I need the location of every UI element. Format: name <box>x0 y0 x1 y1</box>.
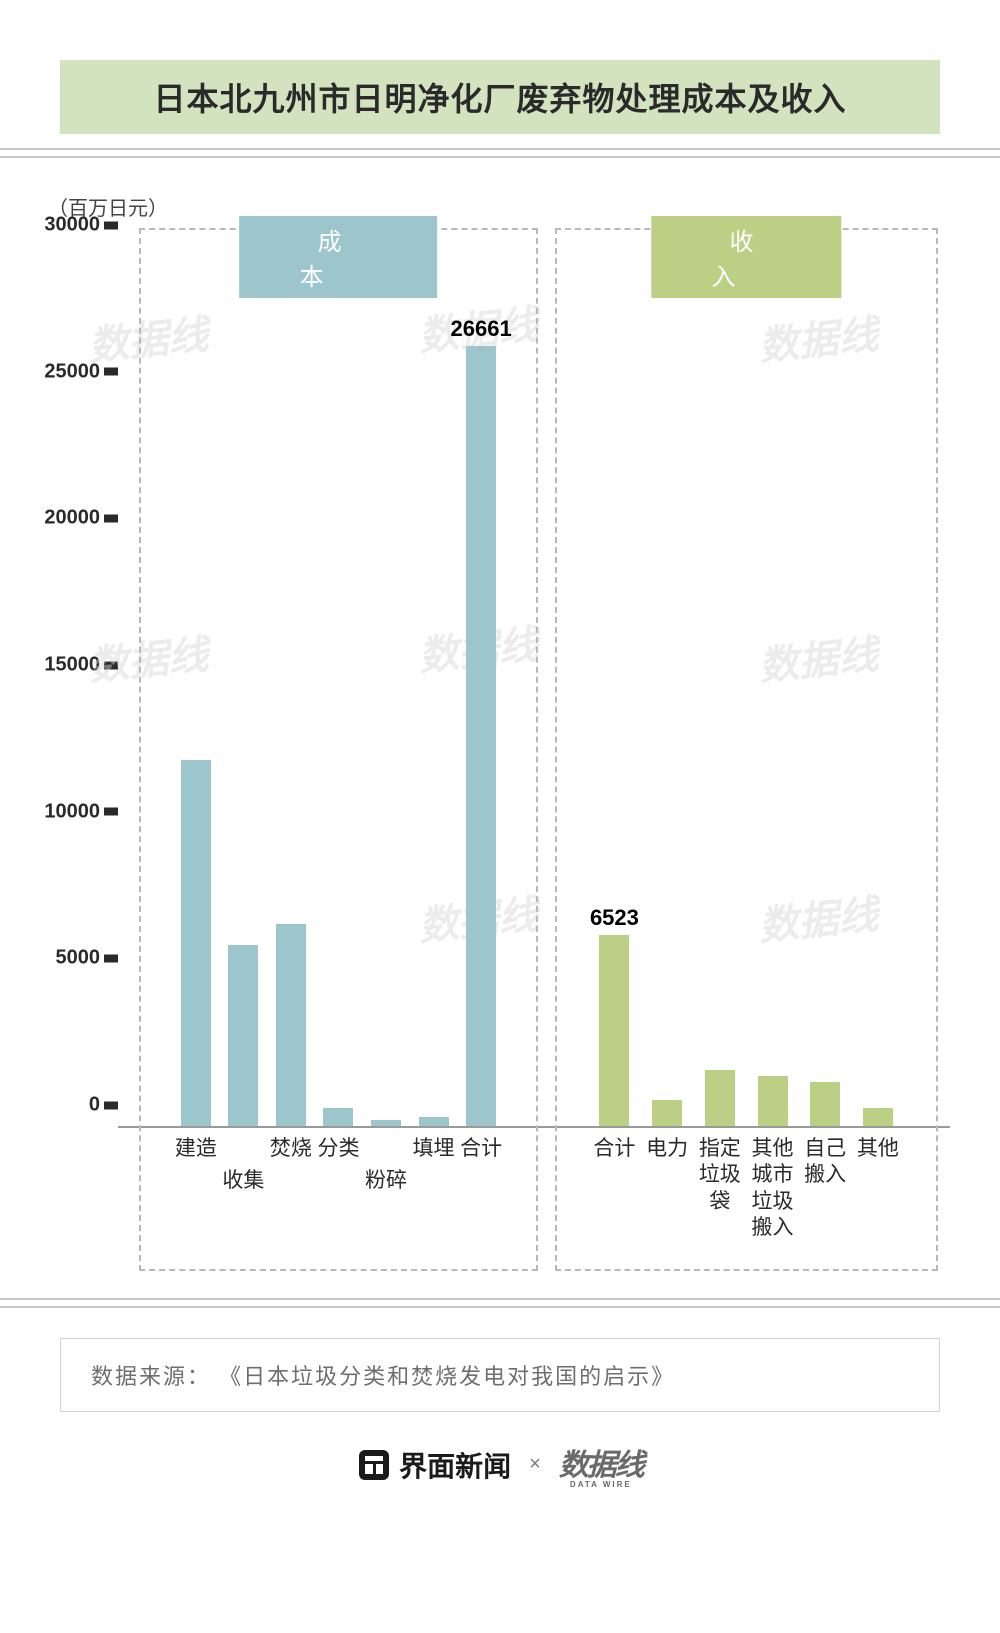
x-label: 其他 <box>857 1136 899 1162</box>
y-tick-mark <box>104 661 118 669</box>
chart-title: 日本北九州市日明净化厂废弃物处理成本及收入 <box>60 60 940 134</box>
y-tick: 25000 <box>44 360 118 383</box>
chart-area: （百万日元） 050001000015000200002500030000 数据… <box>40 188 960 1278</box>
x-label: 自己 搬入 <box>804 1136 846 1189</box>
y-tick-label: 20000 <box>44 507 100 530</box>
x-label: 填埋 <box>413 1136 455 1162</box>
bar-cost: 26661 <box>466 346 496 1126</box>
source-prefix: 数据来源： <box>91 1364 211 1389</box>
divider <box>0 1298 1000 1300</box>
x-label: 合计 <box>593 1136 635 1162</box>
y-tick-mark <box>104 221 118 229</box>
brand-jiemian: 界面新闻 <box>357 1445 511 1485</box>
brand-jiemian-text: 界面新闻 <box>399 1445 511 1485</box>
bar-cost <box>419 1117 449 1126</box>
bar-value-label: 6523 <box>590 905 639 931</box>
group-header-cost: 成 本 <box>240 216 438 298</box>
data-source: 数据来源： 《日本垃圾分类和焚烧发电对我国的启示》 <box>60 1338 940 1412</box>
x-label: 其他 城市 垃圾 搬入 <box>752 1136 794 1241</box>
y-tick-label: 10000 <box>44 800 100 823</box>
brand-shujuxian-text: 数据线 <box>559 1449 643 1482</box>
x-label: 电力 <box>646 1136 688 1162</box>
divider <box>0 1306 1000 1308</box>
bar-income <box>758 1076 788 1126</box>
y-tick: 10000 <box>44 800 118 823</box>
bar-cost <box>181 760 211 1126</box>
y-tick: 5000 <box>56 947 119 970</box>
x-label: 粉碎 <box>365 1168 407 1194</box>
y-axis: 050001000015000200002500030000 <box>40 248 118 1128</box>
y-tick-mark <box>104 368 118 376</box>
bar-income: 6523 <box>599 935 629 1126</box>
brand-shujuxian: 数据线 DATA WIRE <box>559 1440 643 1489</box>
x-label: 建造 <box>175 1136 217 1162</box>
y-tick-label: 15000 <box>44 654 100 677</box>
y-tick-label: 0 <box>89 1094 100 1117</box>
divider <box>0 156 1000 158</box>
y-tick-mark <box>104 514 118 522</box>
divider <box>0 148 1000 150</box>
y-tick: 0 <box>89 1094 118 1117</box>
source-text: 《日本垃圾分类和焚烧发电对我国的启示》 <box>219 1364 675 1389</box>
credits: 界面新闻 × 数据线 DATA WIRE <box>0 1440 1000 1489</box>
x-label: 收集 <box>222 1168 264 1194</box>
credits-separator: × <box>529 1453 541 1476</box>
bar-income <box>705 1070 735 1126</box>
bar-cost <box>276 924 306 1126</box>
group-header-income: 收 入 <box>651 216 840 298</box>
x-label: 合计 <box>460 1136 502 1162</box>
y-tick: 20000 <box>44 507 118 530</box>
bar-income <box>810 1082 840 1126</box>
y-tick-mark <box>104 1101 118 1109</box>
jiemian-icon <box>357 1448 391 1482</box>
bar-cost <box>228 945 258 1126</box>
y-tick-label: 5000 <box>56 947 101 970</box>
y-tick: 15000 <box>44 654 118 677</box>
y-tick-mark <box>104 808 118 816</box>
bar-cost <box>323 1108 353 1126</box>
plot-region: 数据线 数据线 数据线 数据线 数据线 数据线 数据线 数据线 成 本收 入26… <box>118 248 950 1128</box>
y-tick-mark <box>104 954 118 962</box>
x-label: 焚烧 <box>270 1136 312 1162</box>
y-tick-label: 25000 <box>44 360 100 383</box>
bar-income <box>863 1108 893 1126</box>
bar-income <box>652 1100 682 1126</box>
x-label: 分类 <box>317 1136 359 1162</box>
bar-value-label: 26661 <box>451 316 512 342</box>
y-tick: 30000 <box>44 214 118 237</box>
bar-cost <box>371 1120 401 1126</box>
x-axis-labels: 建造收集焚烧分类粉碎填埋合计合计电力指定 垃圾 袋其他 城市 垃圾 搬入自己 搬… <box>118 1128 950 1278</box>
x-label: 指定 垃圾 袋 <box>699 1136 741 1215</box>
y-tick-label: 30000 <box>44 214 100 237</box>
brand-shujuxian-sub: DATA WIRE <box>559 1480 643 1489</box>
